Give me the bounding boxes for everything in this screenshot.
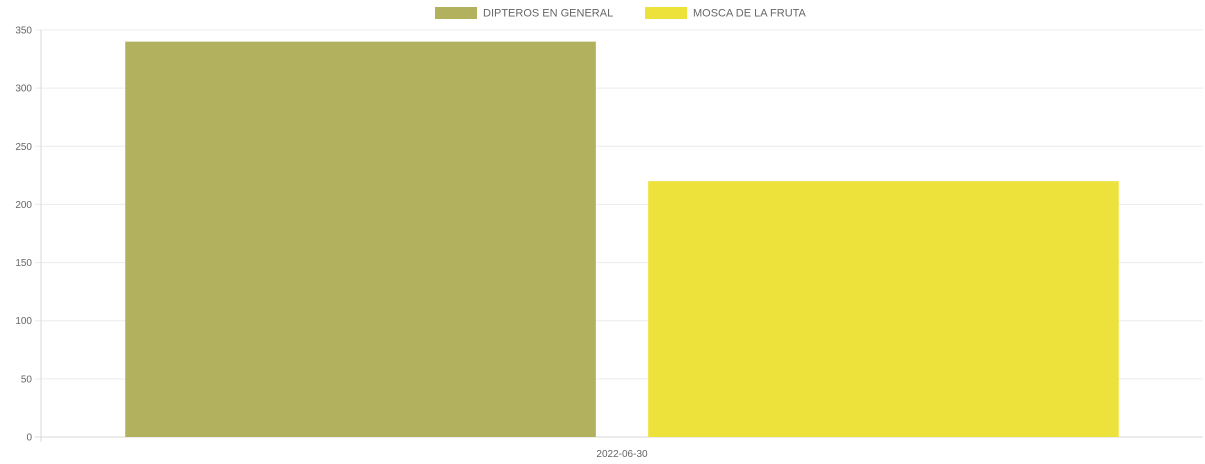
y-tick-label: 50 (21, 374, 33, 385)
legend-label-dipteros: DIPTEROS EN GENERAL (483, 8, 613, 20)
legend-item-mosca[interactable]: MOSCA DE LA FRUTA (645, 7, 807, 20)
bar-dipteros[interactable] (125, 41, 596, 437)
legend-item-dipteros[interactable]: DIPTEROS EN GENERAL (435, 7, 613, 20)
y-tick-label: 350 (15, 26, 32, 37)
y-tick-label: 0 (26, 433, 32, 444)
x-axis: 2022-06-30 (596, 449, 648, 460)
chart-legend: DIPTEROS EN GENERAL MOSCA DE LA FRUTA (435, 7, 807, 20)
legend-label-mosca: MOSCA DE LA FRUTA (693, 8, 807, 20)
legend-swatch-dipteros (435, 7, 477, 19)
y-tick-label: 300 (15, 84, 32, 95)
x-tick-label: 2022-06-30 (596, 449, 648, 460)
y-tick-label: 200 (15, 200, 32, 211)
y-tick-label: 250 (15, 142, 32, 153)
bar-mosca[interactable] (648, 181, 1119, 437)
y-axis-ticks: 0 50 100 150 200 250 300 350 (15, 26, 32, 444)
bars (125, 41, 1119, 437)
y-tick-label: 150 (15, 258, 32, 269)
legend-swatch-mosca (645, 7, 687, 19)
y-tick-label: 100 (15, 316, 32, 327)
